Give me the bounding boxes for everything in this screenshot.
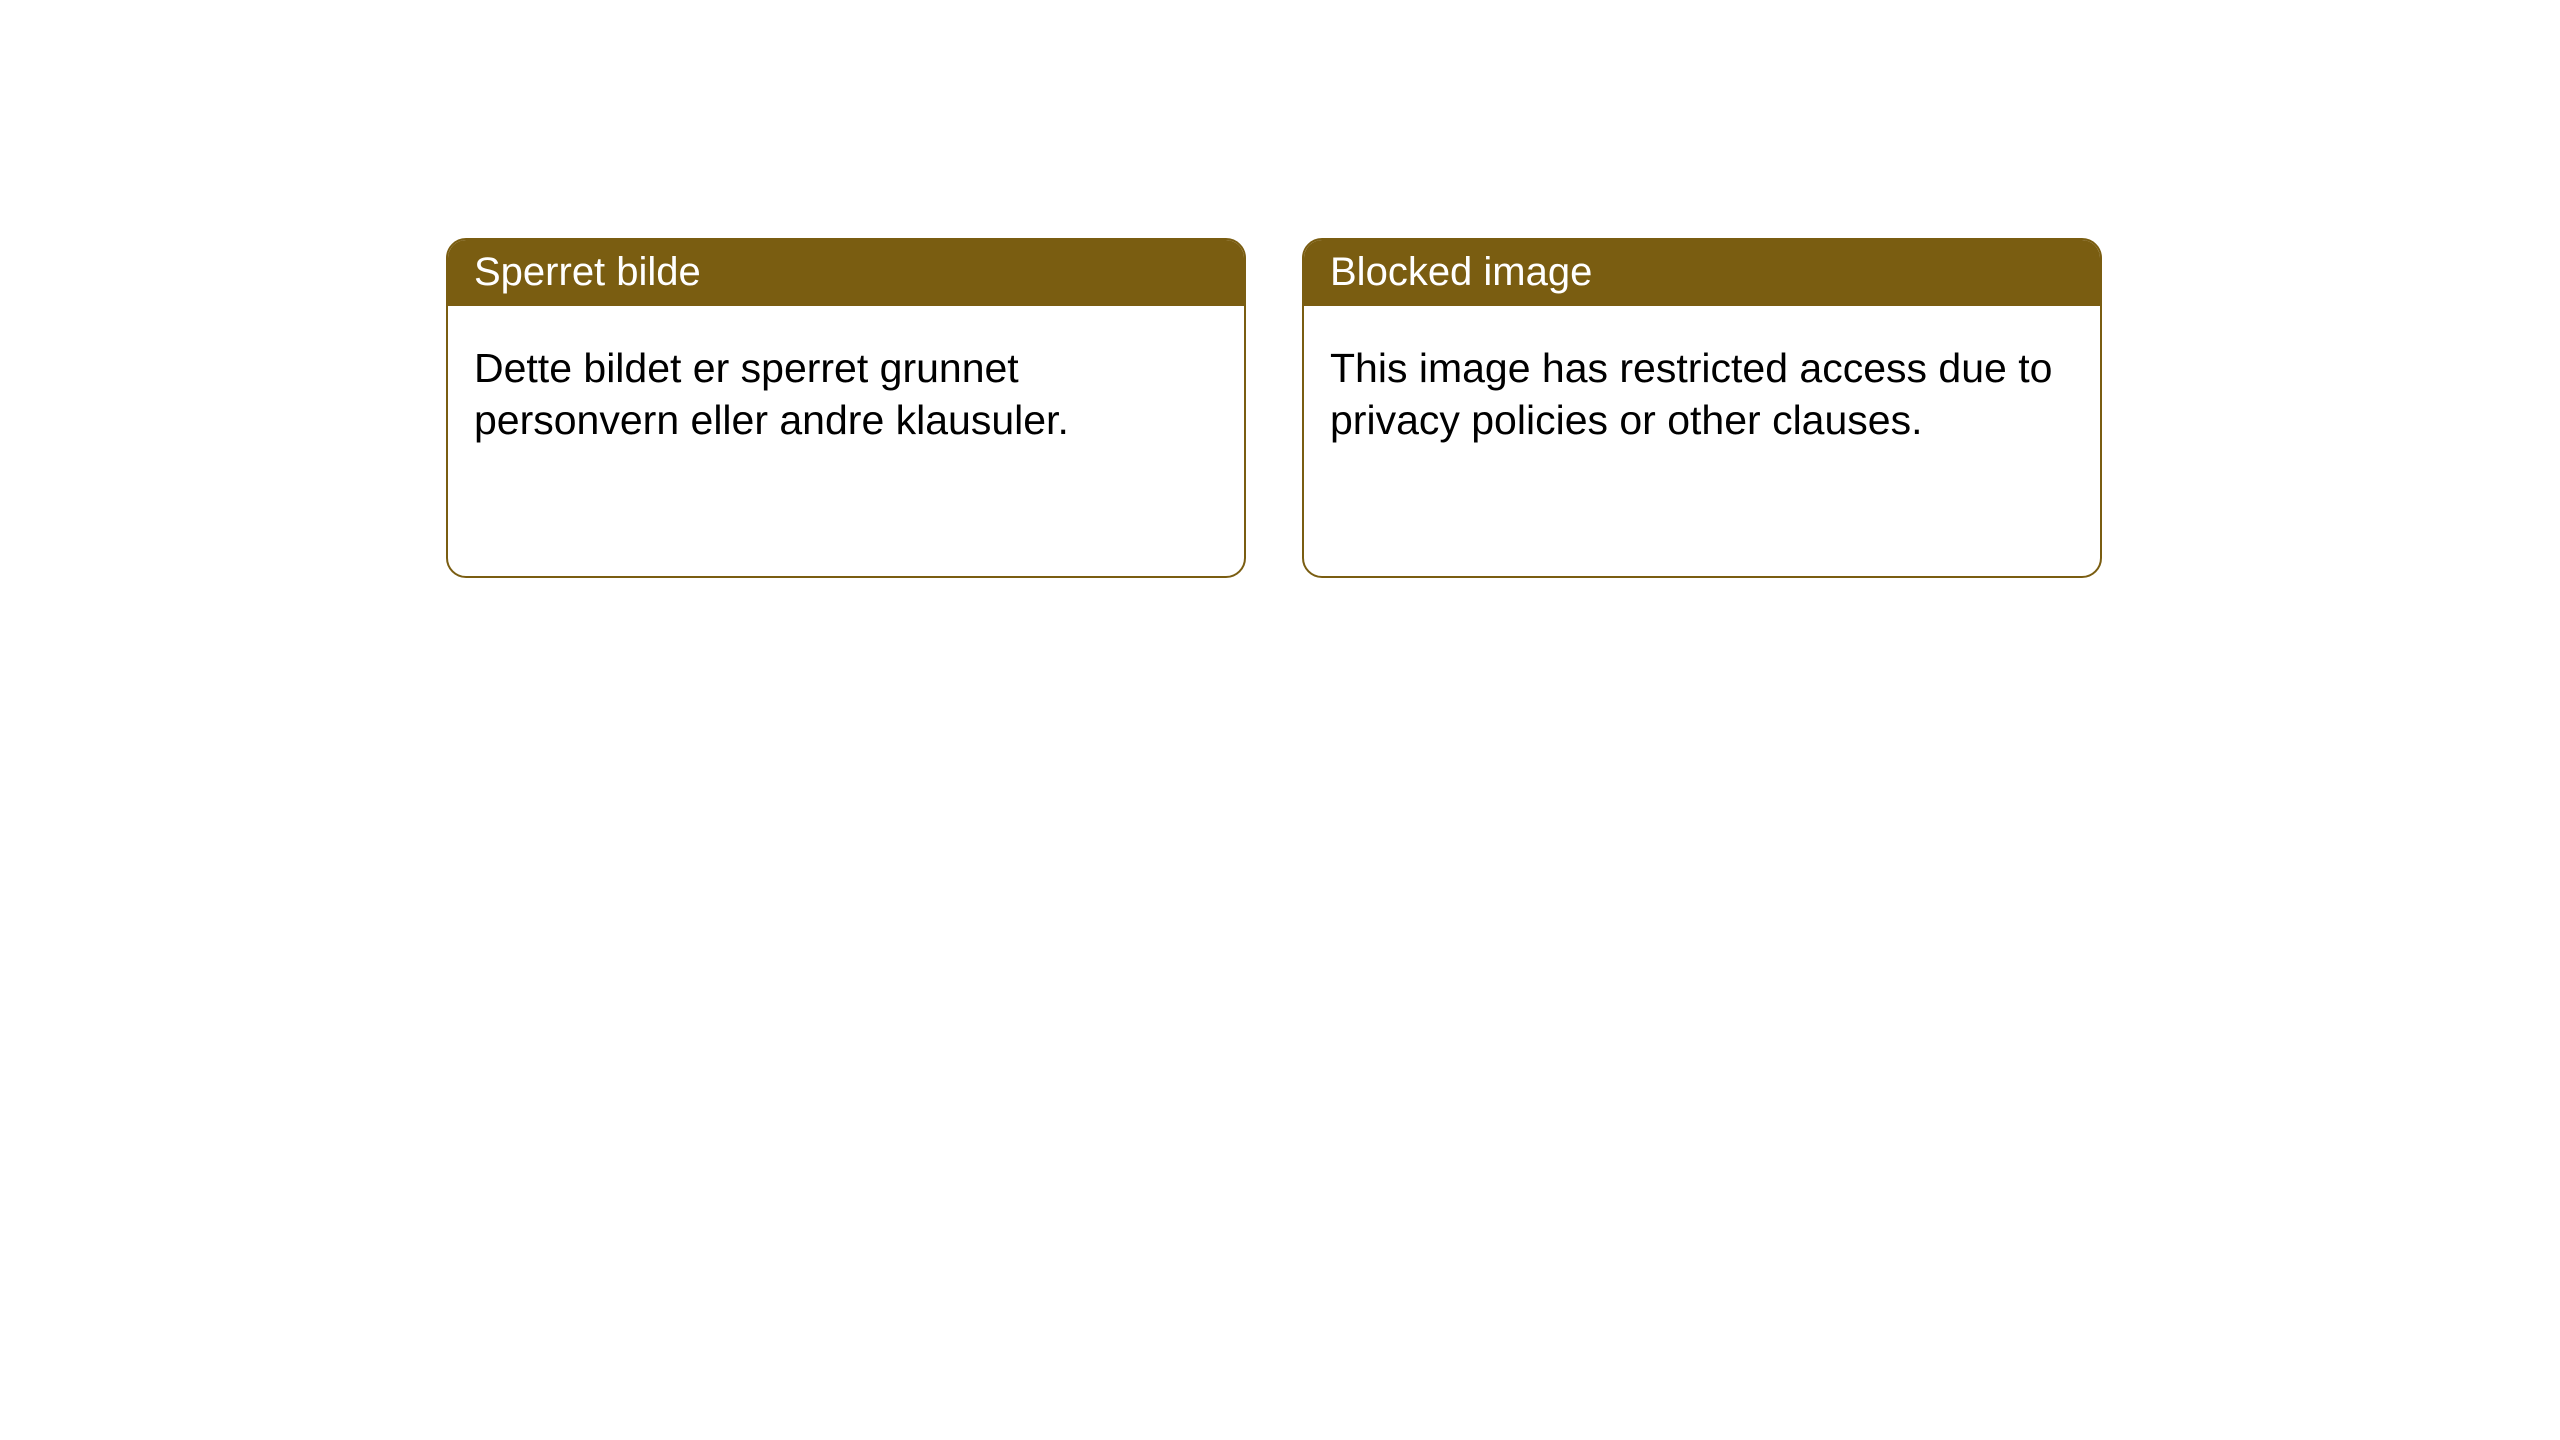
notice-title: Sperret bilde xyxy=(474,250,701,294)
notice-card-body: Dette bildet er sperret grunnet personve… xyxy=(448,306,1244,483)
notice-body-text: Dette bildet er sperret grunnet personve… xyxy=(474,345,1069,443)
notice-body-text: This image has restricted access due to … xyxy=(1330,345,2052,443)
notice-card-norwegian: Sperret bilde Dette bildet er sperret gr… xyxy=(446,238,1246,578)
notice-title: Blocked image xyxy=(1330,250,1592,294)
notice-card-body: This image has restricted access due to … xyxy=(1304,306,2100,483)
notice-card-english: Blocked image This image has restricted … xyxy=(1302,238,2102,578)
notice-card-header: Blocked image xyxy=(1304,240,2100,306)
notice-container: Sperret bilde Dette bildet er sperret gr… xyxy=(0,0,2560,578)
notice-card-header: Sperret bilde xyxy=(448,240,1244,306)
